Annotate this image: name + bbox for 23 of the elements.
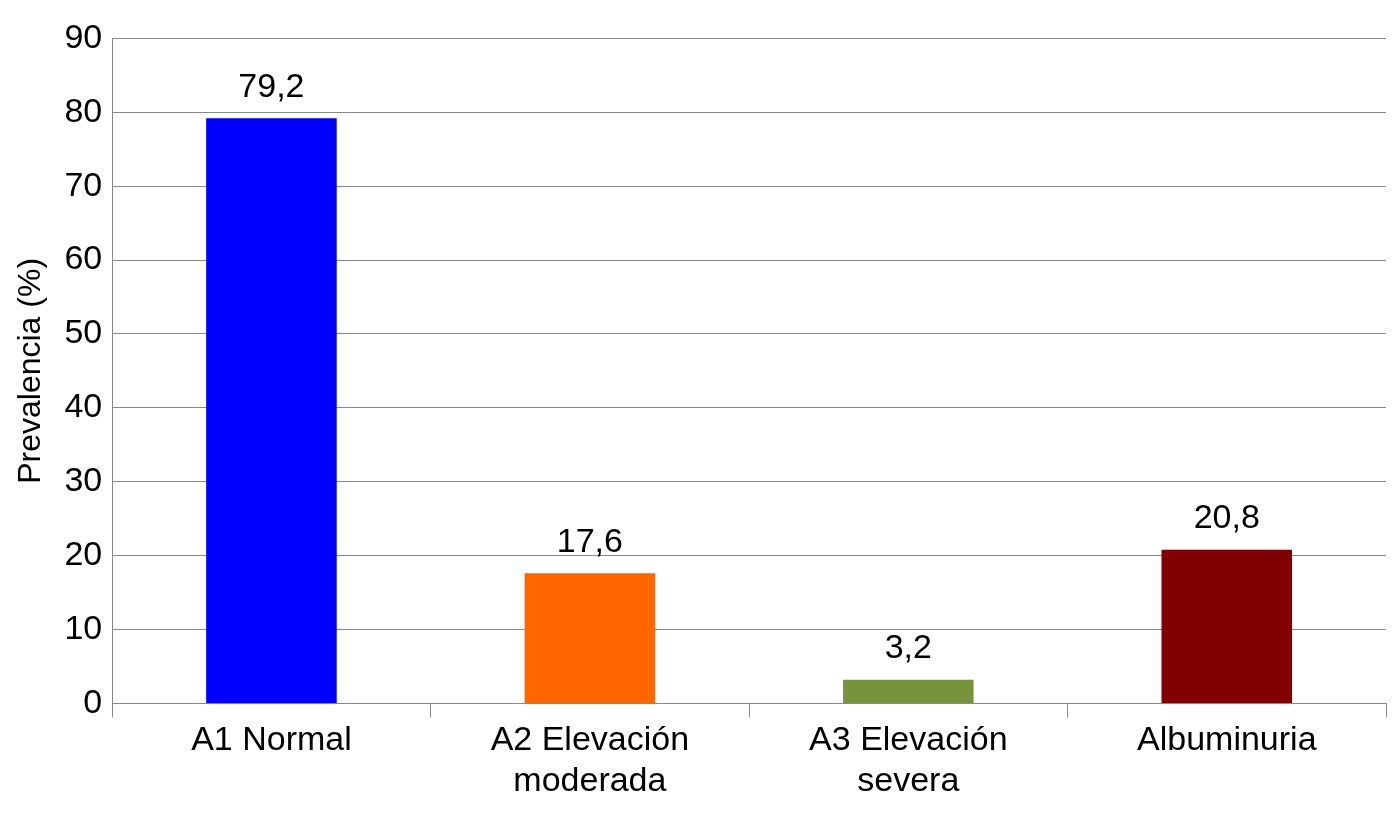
y-tick-label: 30 [64,460,103,499]
x-tick-label: A3 Elevación severa [809,719,1008,798]
data-label: 79,2 [238,65,305,104]
y-tick-label: 40 [64,386,103,425]
y-tick-label: 70 [64,164,103,203]
x-tick-label: A2 Elevación moderada [490,719,690,798]
data-label: 17,6 [556,520,623,559]
y-tick-label: 0 [83,681,103,720]
x-tick-label: A1 Normal [191,719,352,758]
y-tick-label: 60 [64,238,103,277]
x-tick-label: Albuminuria [1137,719,1317,758]
y-tick-label: 50 [64,312,103,351]
y-tick-label: 90 [64,16,103,55]
y-tick-label: 10 [64,607,103,646]
bar [524,573,656,703]
y-axis-title: Prevalencia (%) [11,257,48,484]
data-label: 20,8 [1193,497,1260,536]
y-tick-label: 20 [64,534,103,572]
bar [843,679,974,703]
y-tick-label: 80 [64,90,103,129]
bar [1161,549,1293,703]
bar [206,118,337,703]
data-label: 3,2 [884,627,932,666]
